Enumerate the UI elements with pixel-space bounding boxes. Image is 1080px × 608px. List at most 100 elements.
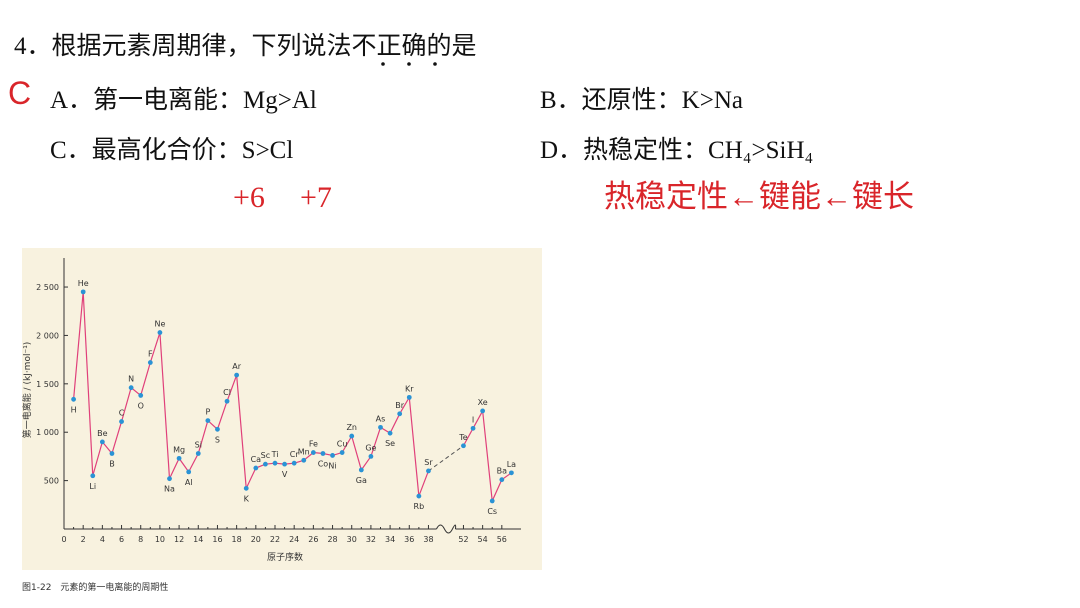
point-label: Te [458,433,468,442]
data-point [176,455,182,461]
emphasis-dot [433,62,437,66]
x-tick-label: 20 [251,535,261,544]
x-tick-label: 54 [478,535,488,544]
point-label: Ne [154,320,165,329]
data-point [243,485,249,491]
point-label: B [109,460,115,469]
data-point [119,419,124,424]
point-label: K [244,494,250,503]
point-label: As [376,414,386,423]
data-point [272,460,278,466]
point-label: Cl [223,388,231,397]
point-label: H [71,405,77,414]
point-label: Cu [337,440,348,449]
point-label: P [205,408,210,417]
oxidation-state: +7 [300,181,332,214]
point-label: Ni [328,461,336,470]
point-label: Si [195,441,202,450]
point-label: I [472,415,474,424]
data-point [253,465,259,471]
x-tick-label: 38 [423,535,433,544]
data-point [349,433,355,439]
point-label: V [282,470,288,479]
question-title: 4．根据元素周期律，下列说法不正确的是 [14,32,477,60]
data-point [128,385,134,391]
note: 热稳定性←键能←键长 [604,179,914,214]
data-point [71,396,76,402]
y-tick-label: 2 500 [36,283,59,292]
data-point [310,450,316,455]
data-point [99,439,105,445]
data-point [205,418,211,423]
x-tick-label: 56 [497,535,507,544]
y-tick-label: 1 000 [36,428,59,437]
point-label: Li [89,482,96,491]
point-label: Cs [487,507,497,516]
point-label: S [215,435,220,444]
data-point [368,454,374,459]
data-point [461,443,466,449]
point-label: Sc [261,451,270,460]
data-point [470,425,476,431]
point-label: C [119,409,125,418]
data-point [489,498,495,504]
data-point [263,461,268,467]
x-tick-label: 36 [404,535,414,544]
x-tick-label: 12 [174,535,184,544]
point-label: N [128,375,134,384]
data-point [147,360,153,365]
point-label: He [78,279,89,288]
data-point [509,470,514,476]
point-label: Kr [405,384,414,393]
point-label: La [507,460,516,469]
oxidation-state: +6 [233,181,265,214]
data-point [234,372,240,378]
option: D．热稳定性：CH₄>SiH₄ [540,136,813,164]
point-label: Zn [346,423,357,432]
x-tick-label: 6 [119,535,124,544]
x-tick-label: 24 [289,535,299,544]
emphasis-dot [381,62,385,66]
y-tick-label: 2 000 [36,331,59,340]
x-tick-label: 22 [270,535,280,544]
point-label: Sr [424,458,433,467]
point-label: Be [97,429,107,438]
data-point [291,460,297,466]
figure-background [22,248,542,570]
data-point [416,493,422,499]
point-label: Br [395,401,404,410]
x-tick-label: 30 [347,535,357,544]
point-label: O [138,401,144,410]
data-point [167,476,172,482]
point-label: Na [164,485,175,494]
x-tick-label: 2 [81,535,86,544]
point-label: Se [385,439,395,448]
point-label: F [148,350,153,359]
x-tick-label: 10 [155,535,165,544]
x-tick-label: 16 [212,535,222,544]
data-point [138,393,144,398]
y-tick-label: 500 [44,477,59,486]
point-label: Cr [290,450,300,459]
x-tick-label: 14 [193,535,203,544]
y-tick-label: 1 500 [36,380,59,389]
data-point [90,473,96,479]
y-axis-title: 第一电离能 / (kJ·mol⁻¹) [21,342,33,439]
x-tick-label: 8 [138,535,143,544]
point-label: Ge [365,443,376,452]
data-point [397,411,403,417]
point-label: Mg [173,445,185,454]
point-label: Mn [298,447,310,456]
data-point [378,424,383,430]
data-point [157,330,163,335]
x-axis-title: 原子序数 [267,551,303,563]
x-tick-label: 0 [61,535,66,544]
data-point [109,451,115,456]
x-tick-label: 52 [458,535,468,544]
option: B．还原性：K>Na [540,86,743,114]
x-tick-label: 32 [366,535,376,544]
point-label: Ba [497,467,507,476]
